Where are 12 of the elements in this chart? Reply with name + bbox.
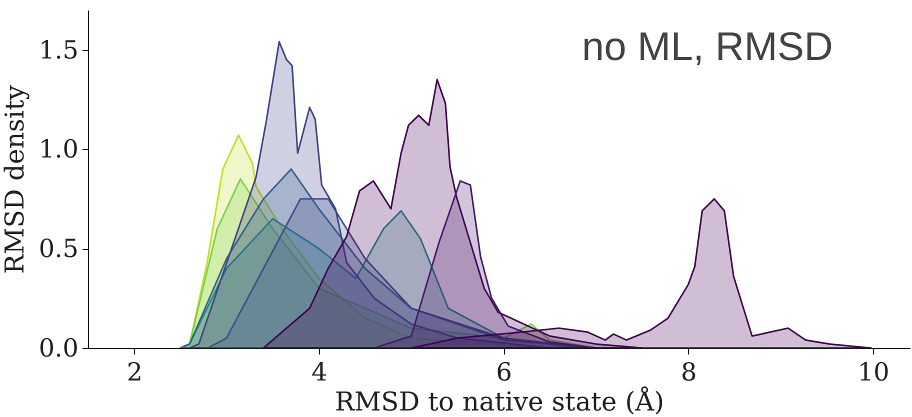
y-tick-label: 1.5 <box>38 35 78 64</box>
y-axis-title: RMSD density <box>0 84 31 274</box>
y-tick-label: 0.5 <box>38 234 78 264</box>
x-axis-title: RMSD to native state (Å) <box>334 386 664 417</box>
y-tick-label: 0.0 <box>38 334 78 362</box>
x-tick-label: 4 <box>311 358 328 386</box>
x-tick-label: 6 <box>496 358 512 386</box>
x-tick-label: 2 <box>126 358 143 386</box>
x-tick-label: 8 <box>680 358 697 386</box>
annotation: no ML, RMSD <box>582 25 833 69</box>
x-tick-label: 10 <box>858 358 890 386</box>
y-tick-label: 1.0 <box>38 134 78 164</box>
